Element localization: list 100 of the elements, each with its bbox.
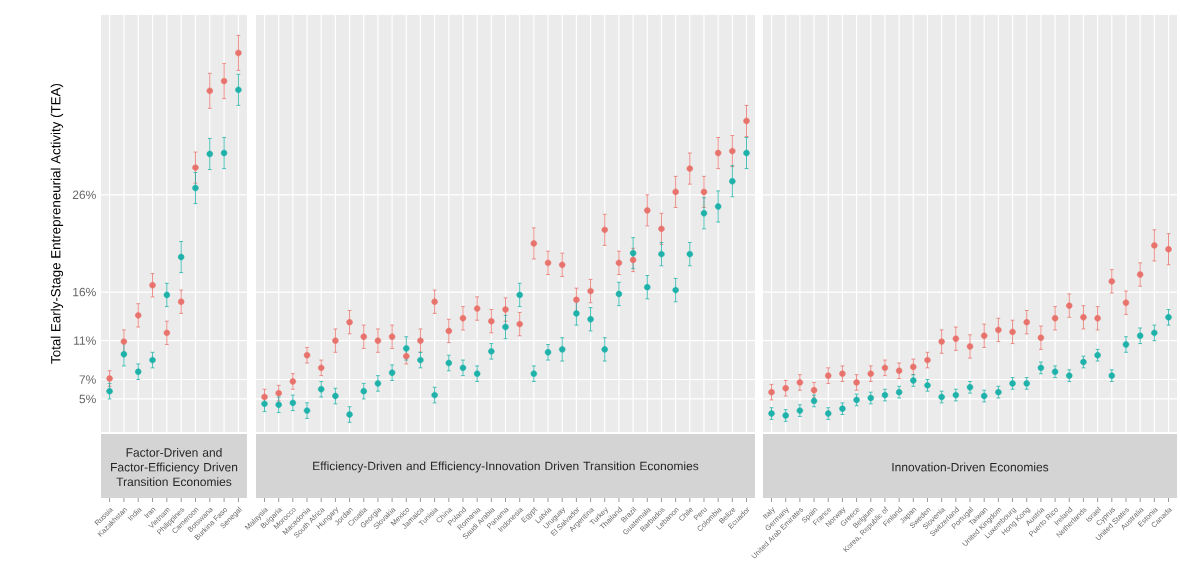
point	[853, 379, 860, 386]
point	[615, 259, 623, 267]
point	[488, 317, 495, 325]
point	[782, 385, 789, 392]
point	[544, 259, 552, 267]
point	[220, 77, 228, 85]
point	[839, 370, 846, 377]
point	[995, 326, 1002, 334]
point	[867, 370, 874, 377]
point	[346, 411, 353, 418]
point	[445, 359, 453, 367]
point	[360, 387, 367, 395]
point	[206, 87, 213, 95]
point	[120, 338, 128, 345]
point	[360, 333, 367, 340]
point	[686, 250, 694, 258]
point	[135, 312, 142, 319]
point	[530, 370, 538, 377]
y-axis-title: Total Early-Stage Entrepreneurial Activity (TEA)	[50, 83, 64, 364]
point	[881, 364, 889, 372]
point	[303, 352, 311, 359]
point	[1080, 314, 1087, 321]
point	[388, 369, 396, 376]
point	[473, 305, 481, 312]
point	[163, 329, 171, 337]
point	[303, 407, 311, 414]
point	[431, 298, 438, 305]
point	[714, 203, 722, 210]
point	[1151, 329, 1158, 337]
point	[768, 388, 775, 396]
point	[1165, 246, 1172, 253]
point	[1136, 332, 1144, 339]
point	[1037, 334, 1045, 341]
y-tick-label: 26%	[72, 190, 96, 200]
point	[573, 296, 580, 304]
text: Efficiency-Driven and Efficiency-Innovation Driven Transition Economies	[313, 461, 699, 473]
point	[924, 356, 931, 364]
point	[714, 149, 722, 157]
point	[796, 379, 804, 386]
point	[629, 249, 637, 257]
point	[559, 261, 566, 269]
point	[544, 349, 552, 356]
point	[980, 332, 988, 339]
point	[700, 210, 708, 217]
point	[1066, 302, 1073, 309]
point	[700, 188, 708, 196]
point	[895, 367, 903, 374]
point	[374, 337, 382, 344]
point	[672, 286, 679, 294]
text: Factor-Driven and Factor-Efficiency Driven Transition Economies	[111, 447, 238, 487]
point	[445, 327, 453, 335]
text: Innovation-Driven Economies	[892, 462, 1049, 472]
y-tick-label: 5%	[79, 394, 96, 404]
point	[374, 380, 382, 387]
point	[629, 256, 637, 264]
point	[938, 338, 945, 345]
point	[658, 225, 665, 233]
point	[1122, 341, 1130, 348]
point	[559, 346, 566, 353]
point	[206, 150, 213, 158]
point	[1009, 328, 1016, 336]
point	[289, 399, 297, 407]
point	[743, 149, 750, 157]
point	[516, 320, 523, 328]
point	[1094, 315, 1101, 322]
point	[810, 387, 818, 394]
point	[488, 348, 495, 355]
point	[601, 226, 608, 234]
point	[1051, 315, 1059, 322]
point	[729, 178, 736, 185]
point	[431, 391, 438, 399]
point	[516, 291, 523, 299]
point	[672, 188, 679, 196]
point	[658, 250, 665, 258]
point	[473, 370, 481, 377]
point	[388, 333, 396, 340]
point	[966, 343, 974, 350]
point	[459, 315, 467, 322]
point	[403, 352, 410, 360]
point	[163, 291, 171, 299]
point	[318, 364, 325, 372]
point	[1136, 271, 1144, 278]
point	[106, 387, 113, 395]
point	[177, 298, 185, 305]
point	[192, 184, 199, 192]
point	[615, 290, 623, 298]
point	[332, 392, 339, 400]
point	[1165, 314, 1172, 321]
point	[644, 283, 651, 291]
point	[825, 372, 832, 379]
point	[1151, 242, 1158, 249]
point	[261, 393, 268, 401]
point	[346, 318, 353, 326]
point	[417, 356, 424, 364]
point	[235, 49, 242, 57]
y-tick-label: 16%	[73, 287, 96, 297]
point	[318, 386, 325, 393]
point	[729, 147, 736, 155]
point	[530, 240, 538, 247]
point	[332, 337, 339, 344]
